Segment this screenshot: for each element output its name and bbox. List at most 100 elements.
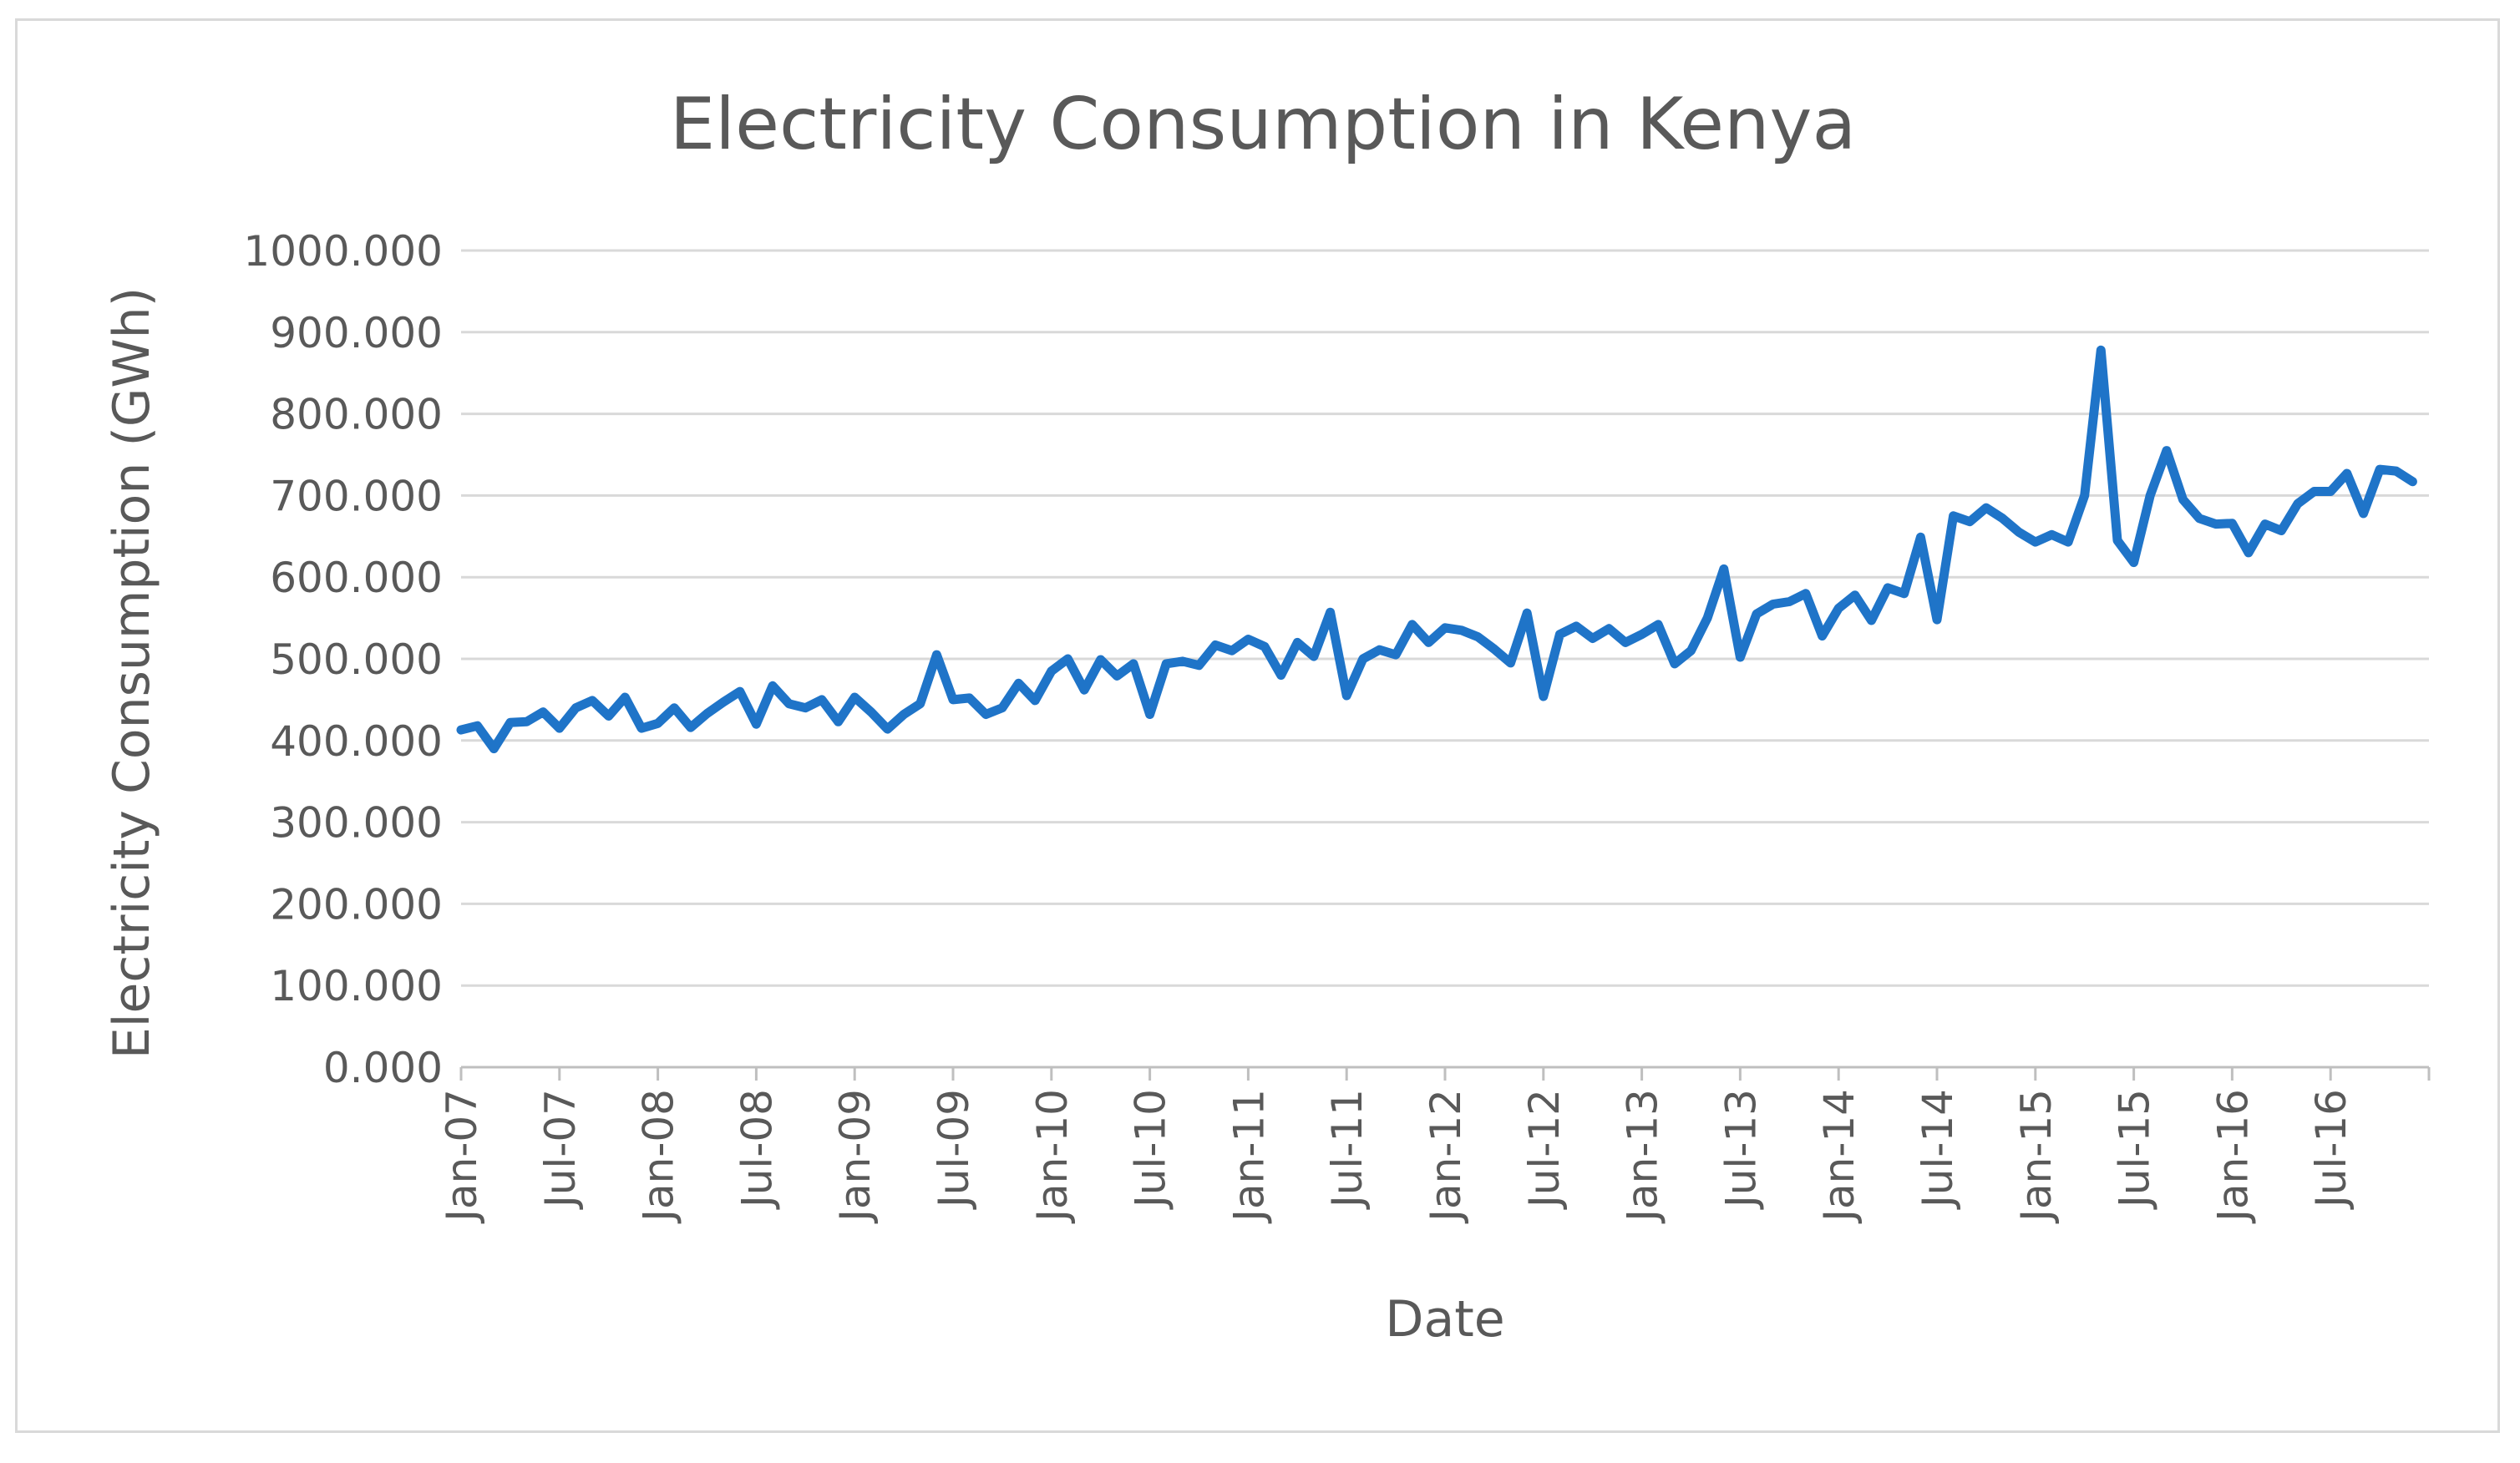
data-point [2264, 524, 2266, 525]
data-point [1936, 619, 1938, 620]
x-tick-label: Jul-16 [2307, 1089, 2355, 1210]
data-point [2314, 491, 2315, 493]
data-point [2149, 494, 2151, 496]
data-point [2018, 531, 2020, 533]
data-point [1493, 648, 1495, 650]
x-tick-label: Jan-11 [1225, 1089, 1273, 1224]
data-point [1034, 700, 1036, 701]
y-tick-label: 500.000 [270, 635, 443, 684]
data-point [739, 691, 741, 692]
data-point [2297, 503, 2299, 504]
data-point [1543, 696, 1544, 697]
data-point [1985, 507, 1987, 509]
data-point [870, 711, 872, 713]
data-point [1969, 521, 1970, 523]
x-tick-label: Jan-09 [831, 1089, 880, 1224]
data-point [608, 715, 610, 716]
data-point [755, 723, 757, 725]
data-point [1378, 649, 1380, 651]
data-point [657, 722, 659, 724]
x-tick-label: Jan-12 [1422, 1089, 1470, 1224]
x-tick-label: Jan-13 [1619, 1089, 1667, 1224]
data-series [456, 345, 2417, 754]
data-point [1296, 641, 1298, 643]
data-point [2379, 468, 2381, 470]
data-point [1657, 624, 1659, 625]
x-tick-label: Jan-16 [2208, 1089, 2257, 1224]
data-point [2035, 541, 2036, 543]
data-point [493, 748, 494, 750]
data-point [723, 701, 724, 703]
data-point [1444, 627, 1446, 629]
data-point [1018, 682, 1020, 684]
x-tick-label: Jan-08 [635, 1089, 683, 1224]
data-point [1592, 638, 1594, 640]
data-point [2198, 518, 2200, 519]
data-point [1182, 661, 1184, 662]
x-tick-label: Jul-13 [1716, 1089, 1765, 1210]
data-point [1477, 636, 1478, 638]
data-point [2280, 529, 2282, 531]
data-point [1822, 635, 1823, 637]
data-point [477, 725, 479, 726]
data-point [1362, 658, 1364, 660]
data-point [2002, 518, 2004, 519]
data-point [1723, 568, 1725, 570]
data-point [1116, 676, 1118, 677]
data-point [673, 707, 675, 709]
data-point [707, 713, 708, 715]
y-axis-label: Electricity Consumption (GWh) [103, 287, 161, 1059]
data-point [2084, 494, 2086, 496]
data-point [1788, 601, 1790, 603]
gridlines [461, 249, 2429, 987]
data-point [952, 699, 954, 701]
data-point [1510, 662, 1512, 664]
data-point [1264, 645, 1265, 647]
data-point [2051, 534, 2052, 535]
y-tick-label: 400.000 [270, 717, 443, 766]
data-point [1165, 663, 1167, 665]
data-point [772, 685, 773, 686]
y-tick-label: 1000.000 [243, 227, 443, 276]
data-point [1904, 593, 1905, 595]
data-point [1280, 675, 1282, 676]
data-point [559, 727, 560, 729]
data-point [2248, 552, 2249, 554]
data-point [1247, 639, 1249, 640]
data-point [969, 697, 971, 699]
x-tick-label: Jul-10 [1127, 1089, 1175, 1210]
data-point [1772, 603, 1774, 605]
data-point [1083, 689, 1085, 691]
data-point [1133, 663, 1134, 665]
data-point [1412, 624, 1413, 625]
data-point [1625, 641, 1626, 643]
data-point [2396, 470, 2397, 472]
x-tick-label: Jan-15 [2012, 1089, 2061, 1224]
x-tick-label: Jan-14 [1815, 1089, 1863, 1224]
x-tick-label: Jul-09 [930, 1089, 978, 1210]
x-tick-label: Jul-14 [1914, 1089, 1962, 1210]
x-tick-label: Jul-15 [2111, 1089, 2159, 1210]
data-point [1559, 634, 1560, 635]
data-point [2231, 523, 2233, 524]
data-point [1608, 628, 1610, 630]
data-point [510, 721, 511, 723]
data-point [821, 699, 823, 701]
data-point [1427, 641, 1429, 643]
chart-container [15, 18, 2500, 1433]
data-point [1346, 695, 1347, 696]
y-tick-label: 800.000 [270, 391, 443, 439]
data-point [2215, 524, 2217, 525]
data-point [1706, 617, 1708, 619]
data-point [624, 696, 626, 698]
data-point [1805, 593, 1807, 595]
data-point [1100, 659, 1102, 661]
x-axis-label: Date [1385, 1290, 1504, 1349]
data-point [1149, 714, 1151, 716]
x-tick-label: Jul-07 [536, 1089, 585, 1210]
data-point [1067, 658, 1068, 660]
data-point [1330, 611, 1331, 613]
data-point [935, 654, 937, 656]
data-point [591, 700, 593, 701]
